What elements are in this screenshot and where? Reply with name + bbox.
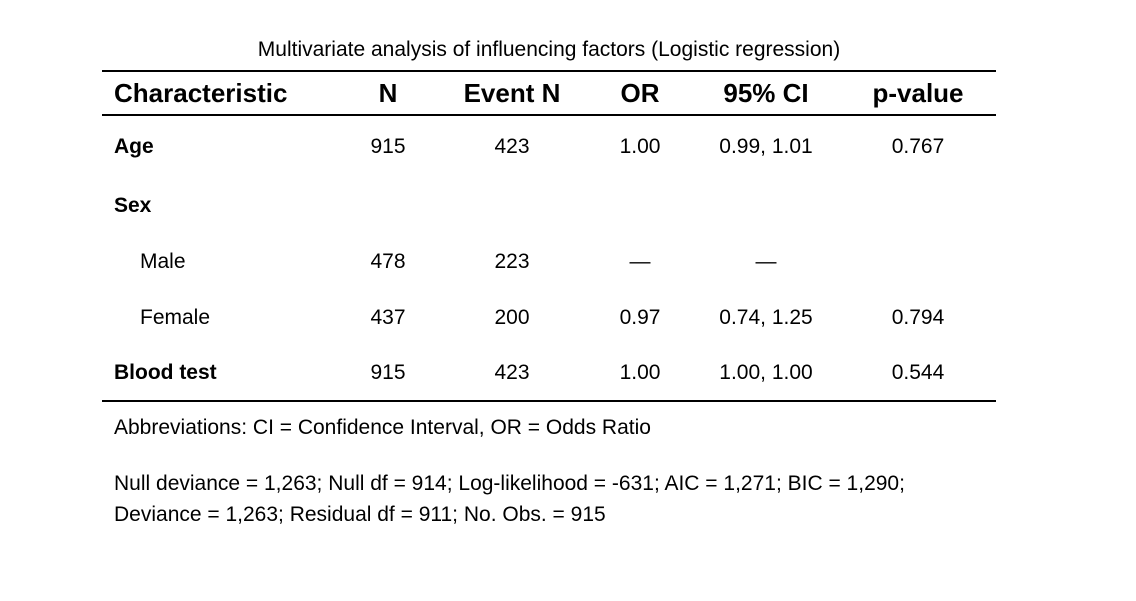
cell-event-n <box>436 178 588 234</box>
cell-event-n: 423 <box>494 361 530 384</box>
header-ci: 95% CI <box>723 77 809 108</box>
cell-ci: — <box>755 250 777 273</box>
cell-n <box>340 178 436 234</box>
cell-n: 915 <box>370 135 406 158</box>
cell-ci <box>692 178 840 234</box>
cell-event-n: 200 <box>494 306 530 329</box>
cell-n: 915 <box>370 361 406 384</box>
cell-event-n: 223 <box>494 250 530 273</box>
cell-p-value <box>840 234 996 290</box>
cell-n: 437 <box>370 306 406 329</box>
table-row-age: Age 915 423 1.00 0.99, 1.01 0.767 <box>102 115 996 178</box>
row-label: Blood test <box>114 361 217 384</box>
cell-n: 478 <box>370 250 406 273</box>
table-title: Multivariate analysis of influencing fac… <box>257 38 841 61</box>
cell-or: 1.00 <box>619 361 661 384</box>
cell-p-value: 0.767 <box>891 135 945 158</box>
header-characteristic: Characteristic <box>114 77 288 108</box>
table-footnotes: Abbreviations: CI = Confidence Interval,… <box>114 412 934 530</box>
cell-ci: 1.00, 1.00 <box>719 361 813 384</box>
cell-or: 1.00 <box>619 135 661 158</box>
header-n: N <box>378 77 398 108</box>
model-statistics-footnote: Null deviance = 1,263; Null df = 914; Lo… <box>114 472 905 526</box>
row-label: Female <box>140 306 211 329</box>
table-row-blood-test: Blood test 915 423 1.00 1.00, 1.00 0.544 <box>102 346 996 401</box>
cell-or: — <box>629 250 651 273</box>
row-label: Male <box>140 250 186 273</box>
cell-p-value: 0.794 <box>891 306 945 329</box>
cell-event-n: 423 <box>494 135 530 158</box>
cell-p-value: 0.544 <box>891 361 945 384</box>
row-label: Age <box>114 135 154 158</box>
header-event-n: Event N <box>463 77 561 108</box>
header-or: OR <box>620 77 660 108</box>
regression-table-container: Multivariate analysis of influencing fac… <box>102 30 996 402</box>
table-row-male: Male 478 223 — — <box>102 234 996 290</box>
cell-ci: 0.99, 1.01 <box>719 135 813 158</box>
cell-or: 0.97 <box>619 306 661 329</box>
regression-table: Characteristic N Event N OR 95% CI p-val… <box>102 70 996 402</box>
table-row-female: Female 437 200 0.97 0.74, 1.25 0.794 <box>102 290 996 346</box>
header-p-value: p-value <box>872 77 964 108</box>
abbreviations-footnote: Abbreviations: CI = Confidence Interval,… <box>114 416 651 439</box>
cell-ci: 0.74, 1.25 <box>719 306 813 329</box>
row-label: Sex <box>114 194 152 217</box>
cell-p-value <box>840 178 996 234</box>
table-row-sex: Sex <box>102 178 996 234</box>
header-row: Characteristic N Event N OR 95% CI p-val… <box>102 71 996 115</box>
cell-or <box>588 178 692 234</box>
